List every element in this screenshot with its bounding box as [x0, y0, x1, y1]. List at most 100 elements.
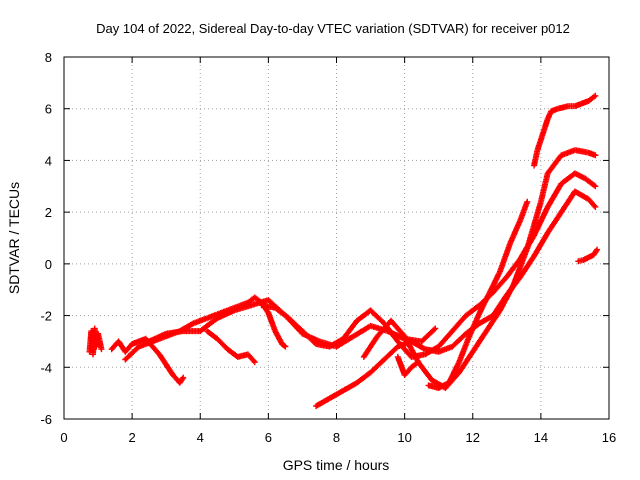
x-tick-label: 2 — [129, 430, 136, 445]
series-marker-run — [544, 210, 564, 236]
series-marker-run — [558, 147, 577, 159]
series-marker-run — [313, 396, 332, 410]
y-tick-label: -6 — [40, 412, 52, 427]
series-marker-run — [401, 365, 414, 378]
series-marker-run — [353, 370, 373, 386]
series-marker-run — [531, 205, 550, 239]
x-tick-label: 10 — [397, 430, 411, 445]
series-marker-run — [367, 357, 387, 376]
series-marker-run — [176, 375, 186, 386]
series-marker-run — [435, 329, 455, 350]
chart-title: Day 104 of 2022, Sidereal Day-to-day VTE… — [96, 21, 570, 36]
y-axis-label: SDTVAR / TECUs — [6, 182, 22, 294]
series-marker-run — [469, 329, 489, 355]
y-tick-label: -2 — [40, 309, 52, 324]
y-tick-label: 8 — [45, 50, 52, 65]
series-marker-run — [517, 254, 537, 280]
series-marker-run — [503, 257, 523, 280]
x-tick-label: 16 — [602, 430, 616, 445]
y-tick-label: 4 — [45, 153, 52, 168]
series-marker-run — [214, 335, 230, 351]
series-marker-run — [558, 171, 577, 187]
x-axis-label: GPS time / hours — [283, 457, 390, 473]
series-marker-run — [156, 351, 169, 367]
axis-ticks: 0 2 4 6 8 10 12 14 16 -6 -4 -2 0 2 4 6 8 — [40, 50, 616, 445]
series-marker-run — [326, 336, 345, 350]
y-tick-label: 6 — [45, 102, 52, 117]
series-marker-run — [272, 328, 285, 346]
series-marker-run — [445, 360, 462, 386]
series-marker-run — [585, 93, 597, 104]
x-tick-label: 4 — [197, 430, 204, 445]
series-marker — [98, 346, 105, 353]
series-marker — [524, 198, 531, 205]
series-marker-run — [374, 318, 393, 340]
y-tick-label: 0 — [45, 257, 52, 272]
series-marker — [251, 359, 258, 366]
series-marker-run — [582, 175, 598, 189]
series-marker-run — [163, 328, 185, 337]
series-marker-run — [575, 257, 585, 265]
series-marker-run — [360, 334, 380, 360]
series-marker-run — [401, 333, 421, 364]
series-marker-run — [408, 360, 420, 371]
series-marker-run — [537, 171, 551, 205]
series-marker-run — [490, 275, 509, 296]
series-marker-run — [279, 341, 288, 349]
series-marker-run — [340, 380, 359, 394]
series-marker-run — [517, 200, 530, 223]
series-marker-run — [299, 328, 318, 346]
y-tick-label: -4 — [40, 360, 52, 375]
series-marker-run — [497, 283, 516, 314]
x-tick-label: 8 — [333, 430, 340, 445]
series-marker-run — [449, 331, 468, 350]
series-marker-run — [272, 304, 291, 321]
series-marker — [594, 246, 601, 253]
series-marker-run — [326, 388, 345, 402]
series-track-a — [86, 325, 105, 358]
series-marker-run — [285, 315, 305, 333]
series-marker-run — [394, 353, 408, 377]
series-marker-run — [353, 308, 373, 324]
series-marker-run — [333, 334, 356, 350]
series-marker-run — [408, 338, 427, 352]
series-marker-run — [531, 148, 541, 169]
series-marker — [180, 374, 187, 381]
series-marker-run — [204, 328, 219, 341]
series-marker — [592, 152, 599, 159]
series-marker — [432, 325, 439, 332]
series-marker-run — [367, 307, 387, 326]
series-marker-run — [163, 361, 176, 377]
series-track-l — [575, 246, 601, 265]
series-marker-run — [456, 350, 475, 376]
series-marker-run — [350, 323, 373, 340]
series-marker-run — [231, 302, 253, 314]
series-marker-run — [531, 231, 550, 260]
series-marker-run — [122, 342, 134, 355]
series-marker-run — [524, 200, 544, 252]
x-tick-label: 12 — [466, 430, 480, 445]
series-marker-run — [544, 153, 564, 177]
series-marker-run — [585, 196, 598, 209]
series-track-f — [258, 170, 599, 360]
series-marker-run — [149, 343, 162, 357]
series-marker-run — [214, 308, 236, 322]
x-tick-label: 0 — [60, 430, 67, 445]
series-marker-run — [340, 319, 359, 342]
series-marker-run — [244, 351, 257, 364]
series-marker-run — [248, 297, 270, 309]
x-tick-label: 14 — [534, 430, 548, 445]
grid — [64, 57, 609, 419]
series-marker-run — [388, 317, 407, 339]
series-marker-run — [197, 316, 219, 335]
series-marker — [592, 203, 599, 210]
data-series — [86, 92, 601, 410]
series-marker — [592, 92, 599, 99]
series-marker-run — [507, 218, 523, 247]
series-marker-run — [510, 246, 530, 288]
series-track-i — [394, 353, 422, 378]
series-marker — [282, 343, 289, 350]
series-track-j — [425, 198, 531, 391]
series-marker-run — [146, 331, 168, 345]
